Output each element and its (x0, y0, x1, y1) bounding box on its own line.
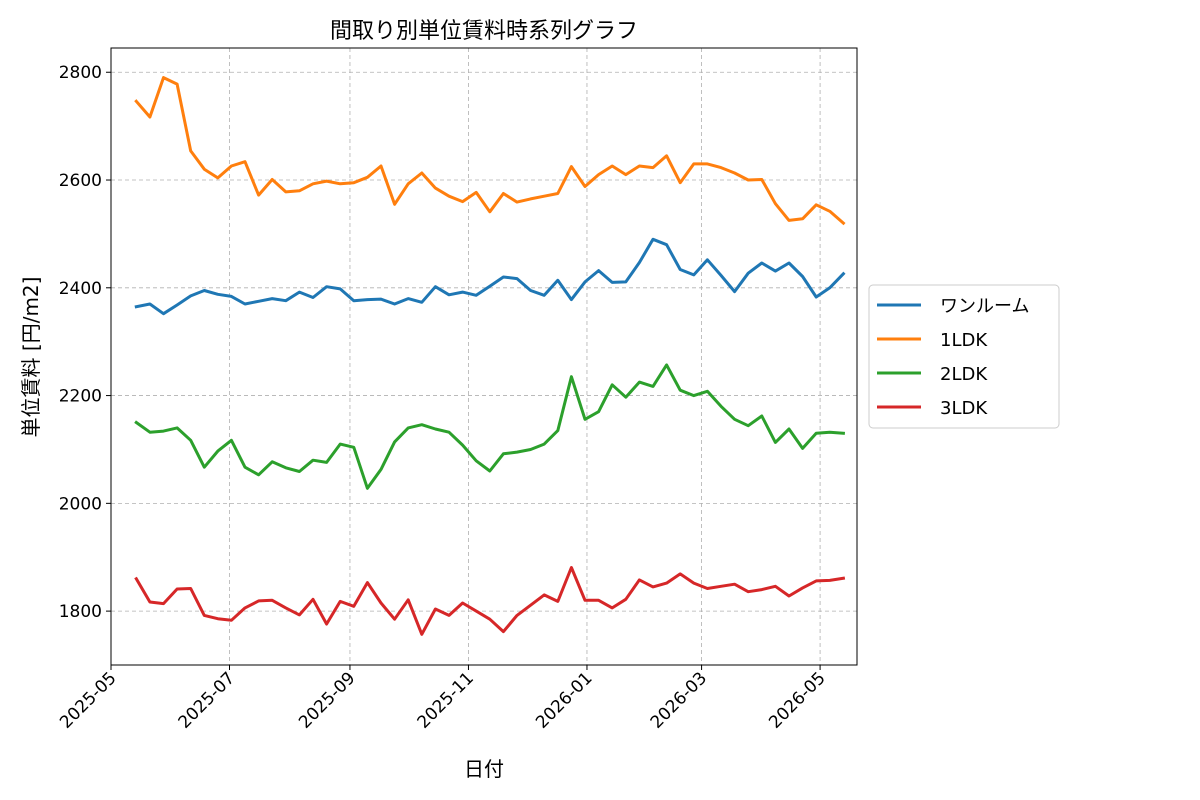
legend-label: 3LDK (940, 398, 988, 419)
x-axis-label: 日付 (464, 757, 504, 781)
x-tick-label: 2025-07 (175, 668, 239, 732)
legend-box (868, 284, 1060, 429)
series-line-4 (134, 566, 846, 636)
chart-title: 間取り別単位賃料時系列グラフ (330, 19, 638, 44)
y-tick-label: 2600 (59, 171, 102, 191)
x-tick-label: 2026-01 (532, 668, 596, 732)
series-line-1 (134, 237, 846, 316)
x-tick-label: 2026-03 (647, 668, 711, 732)
x-tick-label: 2025-09 (295, 668, 359, 732)
x-tick-label: 2025-11 (414, 668, 478, 732)
y-tick-label: 2200 (59, 387, 102, 407)
legend-label: 2LDK (940, 364, 988, 385)
y-tick-label: 2000 (59, 494, 102, 514)
y-axis-label: 単位賃料 [円/m2] (19, 277, 43, 438)
y-axis: 1800 2000 2200 2400 2600 2800 (59, 63, 111, 622)
plot-frame (110, 47, 858, 666)
legend: ワンルーム 1LDK 2LDK 3LDK (868, 284, 1060, 429)
legend-label: ワンルーム (940, 296, 1029, 317)
x-tick-label: 2026-05 (765, 668, 829, 732)
series-line-2 (134, 76, 846, 226)
legend-label: 1LDK (940, 330, 988, 351)
y-tick-label: 2400 (59, 279, 102, 299)
y-tick-label: 1800 (59, 602, 102, 622)
y-tick-label: 2800 (59, 63, 102, 83)
x-axis: 2025-05 2025-07 2025-09 2025-11 2026-01 2026-… (56, 665, 830, 733)
x-tick-label: 2025-05 (56, 668, 120, 732)
grid (110, 48, 857, 665)
series-line-3 (134, 363, 846, 490)
series-lines (134, 76, 846, 636)
